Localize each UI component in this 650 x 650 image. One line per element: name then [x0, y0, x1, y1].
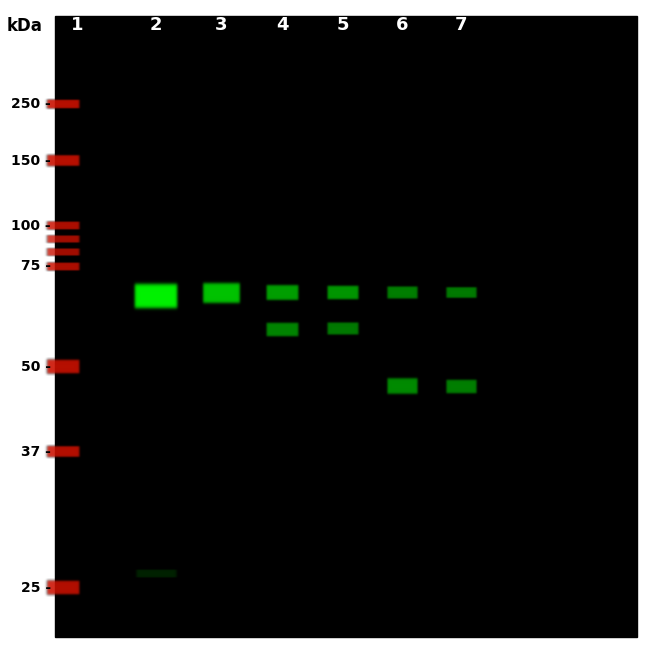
Text: 50 -: 50 - — [21, 360, 51, 374]
Text: 100 -: 100 - — [11, 218, 51, 233]
Text: 3: 3 — [214, 16, 227, 34]
Text: 4: 4 — [276, 16, 289, 34]
Text: kDa: kDa — [6, 17, 42, 35]
Text: 7: 7 — [455, 16, 468, 34]
Text: 5: 5 — [336, 16, 349, 34]
Bar — [55, 16, 637, 637]
Text: 25 -: 25 - — [21, 581, 51, 595]
Text: 250 -: 250 - — [11, 97, 51, 111]
Text: 2: 2 — [150, 16, 162, 34]
Text: 75 -: 75 - — [21, 259, 51, 274]
Text: 150 -: 150 - — [11, 153, 51, 168]
Text: 1: 1 — [70, 16, 83, 34]
Text: 37 -: 37 - — [21, 445, 51, 459]
Text: 6: 6 — [395, 16, 408, 34]
